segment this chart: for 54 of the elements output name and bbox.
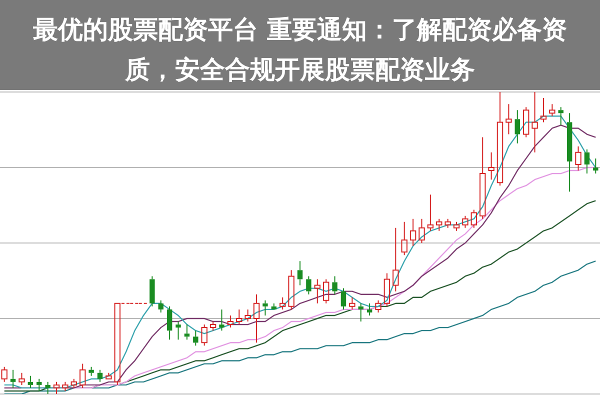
candlestick (271, 302, 277, 310)
candlestick (10, 369, 16, 388)
candlestick (358, 302, 364, 322)
candlestick (88, 366, 94, 376)
candlestick (392, 227, 399, 292)
candlestick (584, 148, 590, 174)
candlestick (280, 296, 286, 310)
candlestick (166, 306, 172, 340)
candlestick (184, 324, 190, 340)
candlestick (366, 302, 372, 316)
candlestick (488, 152, 494, 180)
candlestick (253, 294, 260, 344)
candlestick (97, 369, 103, 382)
candlestick (288, 270, 294, 310)
candlestick (236, 308, 242, 326)
candlestick (418, 218, 425, 244)
candlestick (575, 146, 582, 172)
candlestick (262, 300, 268, 316)
candlestick (532, 92, 538, 153)
candlestick (540, 98, 547, 123)
candlestick (314, 278, 320, 304)
candlestick (297, 260, 303, 286)
candlestick (18, 372, 25, 386)
candlestick (176, 321, 181, 340)
candlestick (436, 218, 442, 232)
candlestick (384, 272, 390, 307)
candlestick (480, 136, 486, 220)
candlestick (593, 158, 598, 174)
candlestick (80, 363, 86, 388)
candlestick (566, 112, 572, 192)
candlestick (306, 276, 312, 295)
candlestick (227, 314, 234, 328)
candlestick (514, 110, 520, 144)
candlestick (28, 375, 34, 388)
candlestick (496, 92, 504, 186)
candlestick (45, 381, 50, 394)
candlestick (53, 381, 60, 394)
candlestick (219, 308, 224, 332)
candlestick (332, 276, 338, 295)
candlestick (36, 378, 42, 392)
candlestick (549, 104, 556, 117)
candlestick (340, 288, 346, 310)
candlestick (558, 106, 564, 126)
candlestick (244, 308, 251, 322)
candlestick (158, 300, 164, 313)
candlestick (150, 276, 155, 307)
candlestick (410, 218, 416, 247)
candlestick (506, 104, 512, 135)
candlestick (322, 278, 330, 304)
candlestick (193, 330, 198, 346)
candlestick (349, 296, 356, 310)
candlestick (427, 194, 434, 232)
chart-title: 最优的股票配资平台 重要通知：了解配资必备资质，安全合规开展股票配资业务 (0, 0, 600, 90)
candlestick (401, 221, 408, 256)
